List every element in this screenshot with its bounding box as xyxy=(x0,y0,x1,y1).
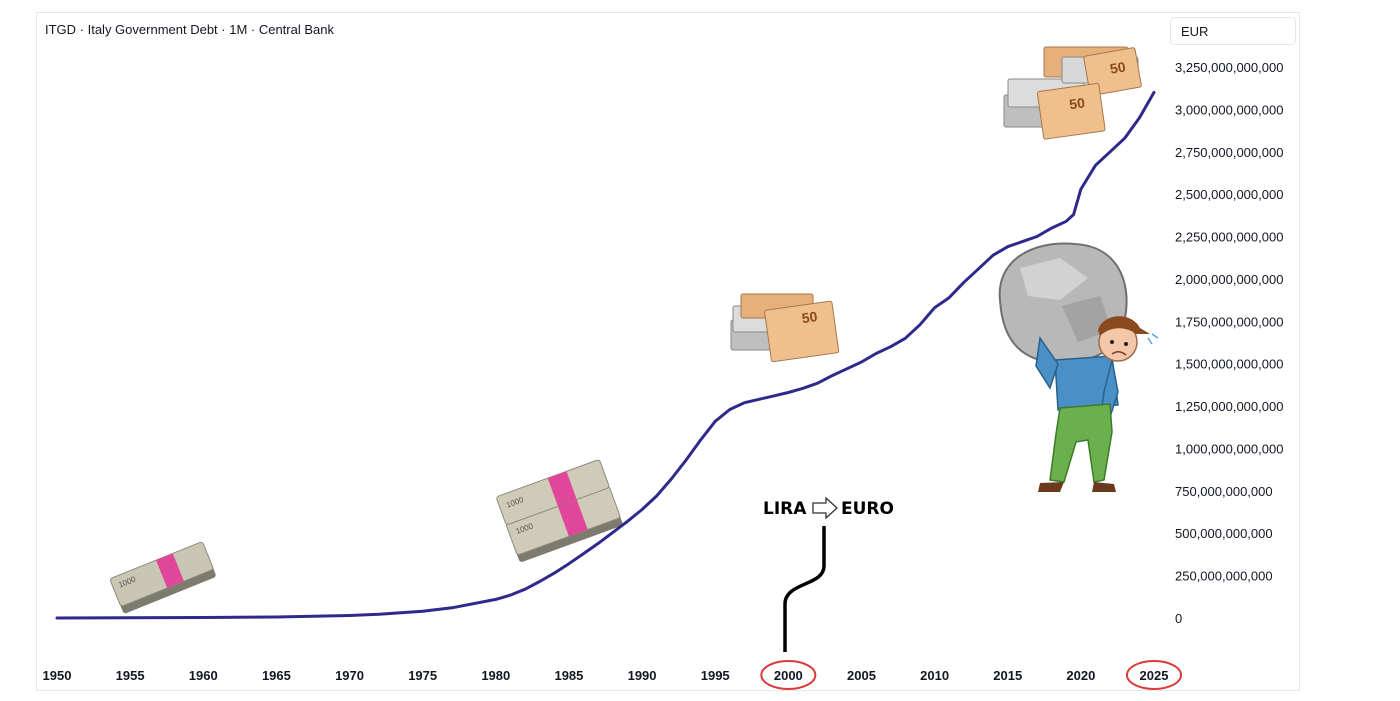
x-tick-label: 2020 xyxy=(1066,668,1095,683)
y-tick-label: 3,000,000,000,000 xyxy=(1175,102,1283,117)
lira-to-euro-annotation: LIRA EURO xyxy=(763,496,894,652)
year-highlights xyxy=(760,660,1182,690)
chart-title: ITGD · Italy Government Debt · 1M · Cent… xyxy=(45,22,334,37)
x-tick-label: 1950 xyxy=(43,668,72,683)
svg-text:50: 50 xyxy=(1068,94,1086,112)
y-axis: 0 250,000,000,000 500,000,000,000 750,000,0… xyxy=(1175,60,1283,626)
euro-money-stacks-icon: 50 xyxy=(730,293,840,363)
x-axis: 1950 1955 1960 1965 1970 1975 1980 1985 1990 1995… xyxy=(43,668,1169,683)
y-tick-label: 500,000,000,000 xyxy=(1175,526,1273,541)
y-tick-label: 1,250,000,000,000 xyxy=(1175,399,1283,414)
y-tick-label: 750,000,000,000 xyxy=(1175,484,1273,499)
y-tick-label: 250,000,000,000 xyxy=(1175,569,1273,584)
y-tick-label: 2,500,000,000,000 xyxy=(1175,187,1283,202)
x-tick-label: 1975 xyxy=(408,668,437,683)
x-tick-label: 1995 xyxy=(701,668,730,683)
svg-text:50: 50 xyxy=(801,308,819,326)
x-tick-label: 1990 xyxy=(628,668,657,683)
lira-money-stacks-icon: 1000 1000 xyxy=(496,459,623,562)
currency-selector[interactable]: EUR xyxy=(1170,17,1296,45)
y-tick-label: 3,250,000,000,000 xyxy=(1175,60,1283,75)
lira-money-stack-icon: 1000 xyxy=(110,541,216,614)
chart-frame xyxy=(36,12,1300,691)
x-tick-label: 2010 xyxy=(920,668,949,683)
x-tick-label: 2005 xyxy=(847,668,876,683)
year-highlight-circle xyxy=(1126,660,1182,690)
x-tick-label: 1980 xyxy=(481,668,510,683)
y-tick-label: 2,000,000,000,000 xyxy=(1175,272,1283,287)
outline-right-arrow-icon xyxy=(812,496,838,520)
y-tick-label: 2,750,000,000,000 xyxy=(1175,145,1283,160)
man-carrying-boulder-illustration xyxy=(998,242,1159,492)
y-tick-label: 0 xyxy=(1175,611,1182,626)
y-tick-label: 1,000,000,000,000 xyxy=(1175,441,1283,456)
x-tick-label: 1955 xyxy=(116,668,145,683)
x-tick-label: 1960 xyxy=(189,668,218,683)
x-tick-label: 2000 xyxy=(774,668,803,683)
annotation-connector xyxy=(783,526,826,652)
annotation-to-label: EURO xyxy=(841,499,894,519)
x-tick-label: 2025 xyxy=(1140,668,1169,683)
y-tick-label: 1,500,000,000,000 xyxy=(1175,357,1283,372)
svg-text:50: 50 xyxy=(1109,58,1127,76)
euro-money-stacks-large-icon: 50 50 xyxy=(1003,46,1142,140)
x-tick-label: 1965 xyxy=(262,668,291,683)
debt-series-line xyxy=(55,90,1156,620)
x-tick-label: 1970 xyxy=(335,668,364,683)
year-highlight-circle xyxy=(760,660,817,690)
x-tick-label: 2015 xyxy=(993,668,1022,683)
x-tick-label: 1985 xyxy=(554,668,583,683)
y-tick-label: 2,250,000,000,000 xyxy=(1175,230,1283,245)
annotation-from-label: LIRA xyxy=(763,499,807,519)
y-tick-label: 1,750,000,000,000 xyxy=(1175,314,1283,329)
